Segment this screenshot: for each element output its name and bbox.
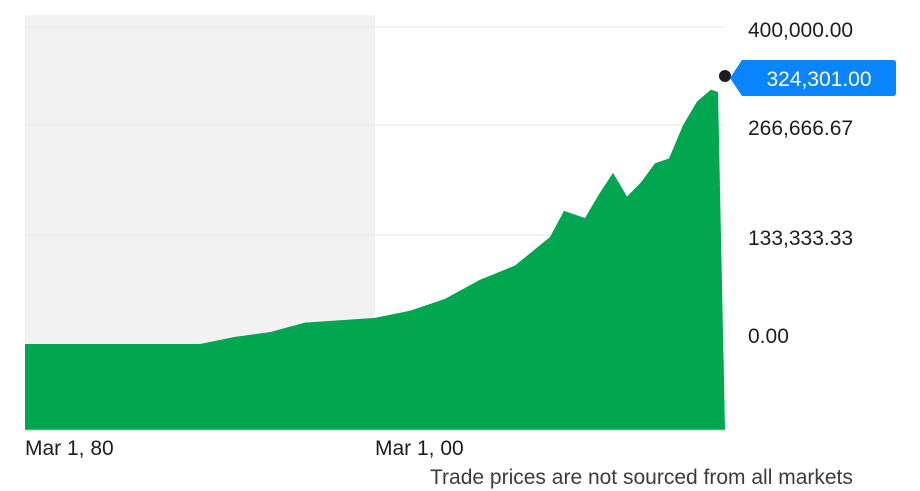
y-tick-label: 133,333.33 <box>748 227 853 250</box>
x-tick-label: Mar 1, 80 <box>25 437 114 460</box>
data-source-footnote: Trade prices are not sourced from all ma… <box>430 466 853 489</box>
price-area <box>25 89 725 431</box>
last-price-label: 324,301.00 <box>766 68 871 91</box>
last-price-dot <box>719 70 731 82</box>
y-tick-label: 0.00 <box>748 325 789 348</box>
last-price-badge: 324,301.00 <box>730 60 896 96</box>
x-tick-label: Mar 1, 00 <box>375 437 464 460</box>
y-tick-label: 400,000.00 <box>748 19 853 42</box>
badge-shape <box>730 60 896 96</box>
y-tick-label: 266,666.67 <box>748 117 853 140</box>
